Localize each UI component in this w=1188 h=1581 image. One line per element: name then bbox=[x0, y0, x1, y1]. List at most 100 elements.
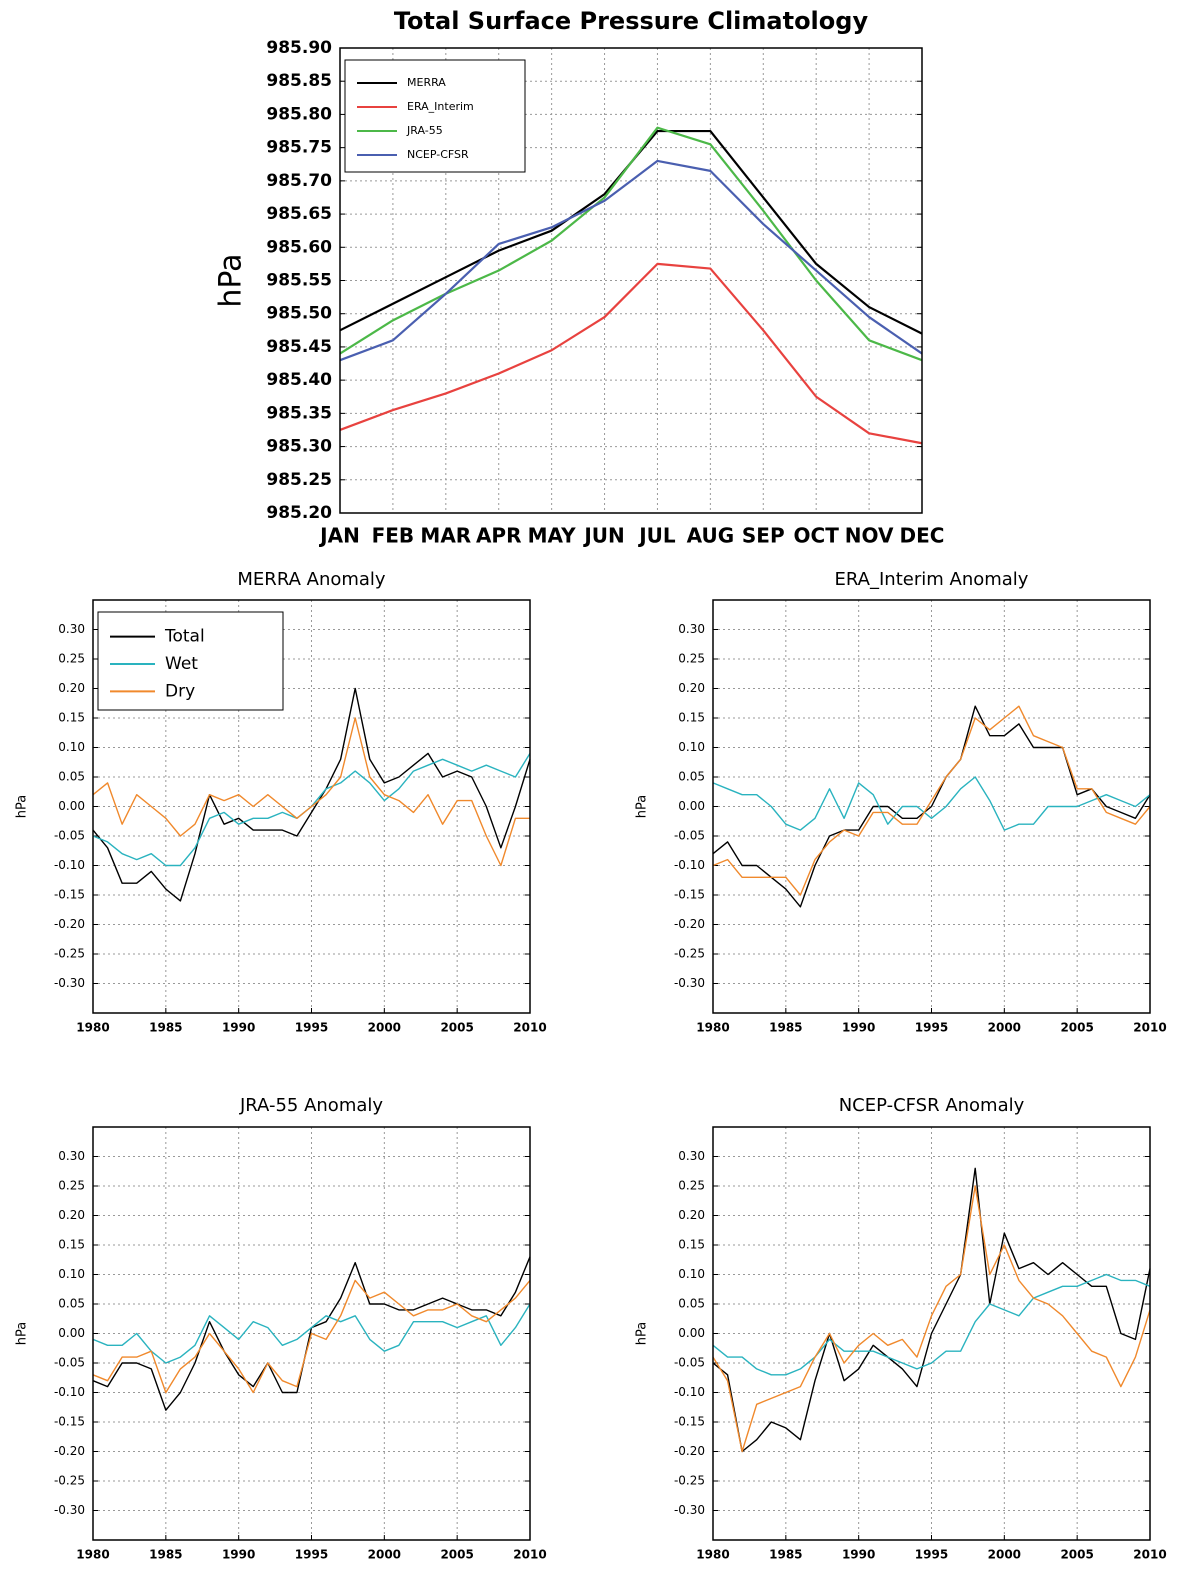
y-tick-label: 985.50 bbox=[266, 304, 332, 324]
x-tick-label: 1990 bbox=[842, 1548, 875, 1562]
y-tick-label: 985.80 bbox=[266, 104, 332, 124]
y-tick-label: -0.10 bbox=[674, 1385, 705, 1399]
x-tick-label: 1985 bbox=[769, 1548, 802, 1562]
plot-frame bbox=[339, 47, 923, 514]
legend-label: Wet bbox=[165, 654, 198, 674]
x-tick-label: FEB bbox=[372, 524, 415, 548]
x-tick-label: 2005 bbox=[440, 1021, 473, 1035]
y-tick-label: 985.40 bbox=[266, 370, 332, 390]
y-tick-label: -0.15 bbox=[674, 888, 705, 902]
y-tick-label: -0.10 bbox=[674, 858, 705, 872]
x-tick-label: 1985 bbox=[769, 1021, 802, 1035]
x-tick-label: JUN bbox=[582, 524, 624, 548]
y-tick-label: 985.45 bbox=[266, 337, 332, 357]
y-tick-label: 0.25 bbox=[678, 1179, 705, 1193]
y-tick-label: -0.20 bbox=[54, 1444, 85, 1458]
x-tick-label: AUG bbox=[687, 524, 735, 548]
y-tick-label: -0.05 bbox=[54, 1356, 85, 1370]
x-tick-label: 1995 bbox=[915, 1548, 948, 1562]
legend-label: ERA_Interim bbox=[407, 100, 474, 113]
y-tick-label: 0.10 bbox=[58, 1267, 85, 1281]
x-tick-label: 1990 bbox=[842, 1021, 875, 1035]
series-line bbox=[339, 159, 923, 362]
series-line bbox=[339, 262, 923, 445]
y-tick-label: -0.25 bbox=[54, 947, 85, 961]
y-tick-label: 0.10 bbox=[58, 740, 85, 754]
x-tick-label: 2005 bbox=[1060, 1548, 1093, 1562]
y-tick-label: 985.30 bbox=[266, 437, 332, 457]
legend-label: MERRA bbox=[407, 76, 446, 89]
series-line bbox=[712, 776, 1151, 831]
y-tick-label: 0.20 bbox=[678, 681, 705, 695]
y-axis-label: hPa bbox=[635, 795, 650, 818]
legend: MERRA ERA_Interim JRA-55 NCEP-CFSR bbox=[344, 59, 526, 173]
chart-title: MERRA Anomaly bbox=[237, 569, 386, 590]
y-tick-label: 985.35 bbox=[266, 403, 332, 423]
y-tick-label: 0.00 bbox=[58, 1326, 85, 1340]
x-tick-label: 2010 bbox=[1133, 1548, 1166, 1562]
series-line bbox=[712, 705, 1151, 896]
x-tick-label: 1980 bbox=[696, 1548, 729, 1562]
y-tick-label: -0.25 bbox=[54, 1474, 85, 1488]
y-tick-label: -0.15 bbox=[54, 1415, 85, 1429]
x-tick-label: 2000 bbox=[988, 1548, 1021, 1562]
x-tick-label: 1995 bbox=[295, 1021, 328, 1035]
x-tick-label: 2000 bbox=[368, 1548, 401, 1562]
y-tick-label: 0.30 bbox=[678, 1149, 705, 1163]
y-tick-label: 0.20 bbox=[58, 1208, 85, 1222]
x-tick-label: OCT bbox=[794, 524, 840, 548]
y-tick-label: 0.30 bbox=[58, 1149, 85, 1163]
y-tick-label: 0.15 bbox=[58, 1238, 85, 1252]
x-tick-label: DEC bbox=[900, 524, 945, 548]
chart-title: JRA-55 Anomaly bbox=[239, 1095, 383, 1116]
y-tick-label: 0.15 bbox=[678, 1238, 705, 1252]
series-line bbox=[339, 126, 923, 362]
chart-title: Total Surface Pressure Climatology bbox=[394, 7, 869, 35]
y-tick-label: -0.05 bbox=[674, 1356, 705, 1370]
x-tick-label: 1990 bbox=[222, 1548, 255, 1562]
x-tick-label: 2005 bbox=[440, 1548, 473, 1562]
y-tick-label: 0.15 bbox=[678, 711, 705, 725]
y-tick-label: 985.85 bbox=[266, 71, 332, 91]
x-tick-label: JAN bbox=[318, 524, 360, 548]
series-line bbox=[92, 1279, 531, 1394]
y-tick-label: 985.75 bbox=[266, 138, 332, 158]
y-tick-label: 0.05 bbox=[58, 770, 85, 784]
x-tick-label: 2010 bbox=[1133, 1021, 1166, 1035]
y-tick-label: 985.20 bbox=[266, 503, 332, 523]
legend-label: JRA-55 bbox=[406, 124, 443, 137]
y-tick-label: -0.30 bbox=[674, 1503, 705, 1517]
y-tick-label: 0.05 bbox=[678, 770, 705, 784]
plot-frame bbox=[712, 599, 1151, 1014]
y-tick-label: 985.70 bbox=[266, 171, 332, 191]
x-tick-label: 2000 bbox=[368, 1021, 401, 1035]
series-line bbox=[712, 1185, 1151, 1453]
y-tick-label: 0.15 bbox=[58, 711, 85, 725]
y-tick-label: -0.10 bbox=[54, 858, 85, 872]
y-tick-label: 985.25 bbox=[266, 470, 332, 490]
x-tick-label: JUL bbox=[637, 524, 676, 548]
plot-frame bbox=[712, 1126, 1151, 1541]
x-tick-label: 1990 bbox=[222, 1021, 255, 1035]
y-tick-label: -0.20 bbox=[674, 917, 705, 931]
x-tick-label: 1985 bbox=[149, 1548, 182, 1562]
plot-frame bbox=[92, 599, 531, 1014]
y-axis-label: hPa bbox=[15, 1322, 30, 1345]
x-tick-label: SEP bbox=[742, 524, 785, 548]
chart-title: NCEP-CFSR Anomaly bbox=[839, 1095, 1025, 1116]
y-axis-label: hPa bbox=[15, 795, 30, 818]
x-tick-label: 1980 bbox=[696, 1021, 729, 1035]
series-line bbox=[712, 705, 1151, 908]
y-tick-label: 0.10 bbox=[678, 740, 705, 754]
y-tick-label: -0.30 bbox=[674, 976, 705, 990]
y-tick-label: -0.25 bbox=[674, 1474, 705, 1488]
series-line bbox=[712, 1273, 1151, 1376]
x-tick-label: NOV bbox=[845, 524, 894, 548]
y-tick-label: -0.30 bbox=[54, 1503, 85, 1517]
legend-label: Total bbox=[164, 627, 205, 647]
y-tick-label: 0.25 bbox=[58, 1179, 85, 1193]
x-tick-label: 2010 bbox=[513, 1021, 546, 1035]
y-tick-label: 0.00 bbox=[678, 1326, 705, 1340]
y-tick-label: 985.90 bbox=[266, 38, 332, 58]
